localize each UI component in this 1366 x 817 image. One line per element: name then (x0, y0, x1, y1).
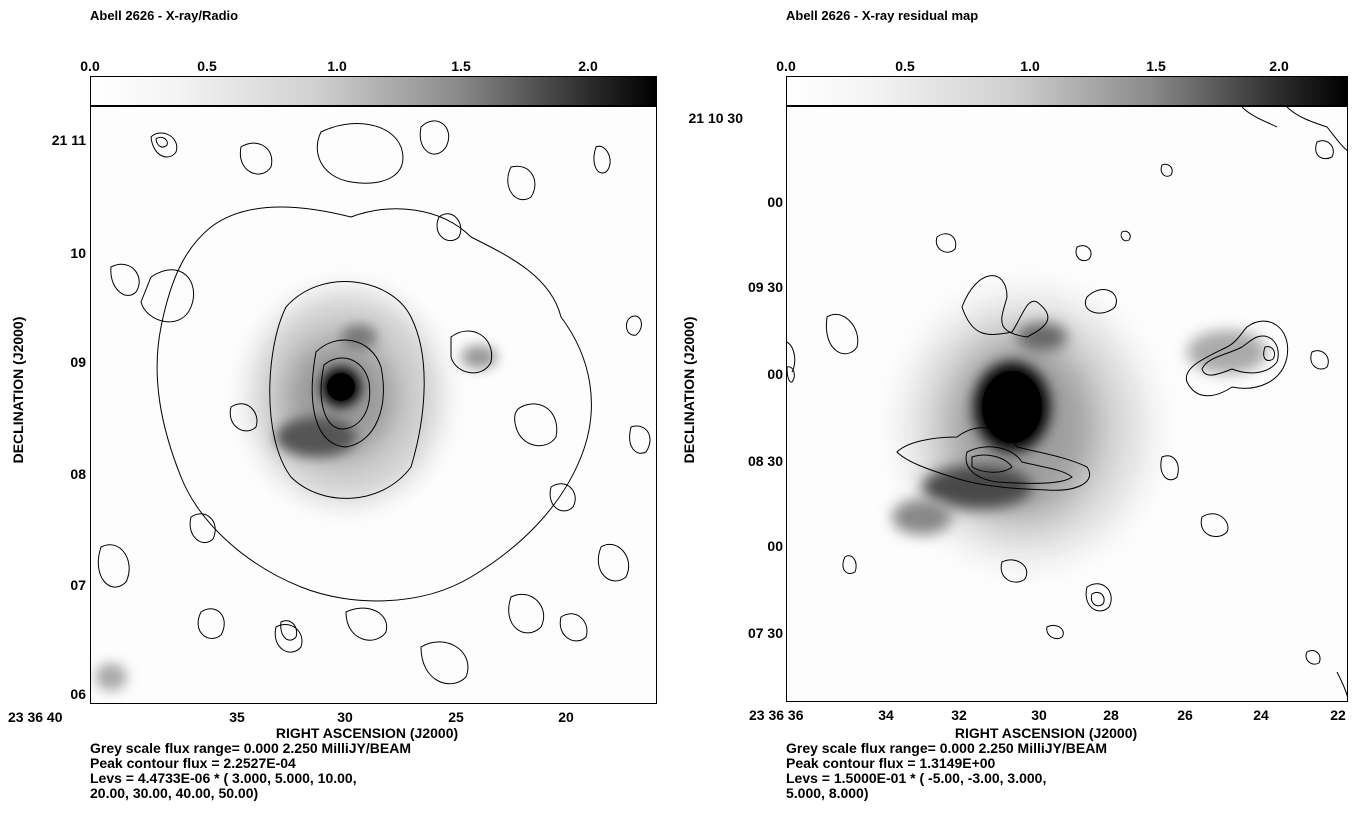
caption-line: 5.000, 8.000) (786, 785, 869, 801)
panel-title: Abell 2626 - X-ray/Radio (90, 8, 239, 23)
colorbar-tick: 0.0 (776, 58, 796, 74)
colorbar-tick: 1.0 (1020, 58, 1040, 74)
x-tick-label: 32 (951, 707, 967, 723)
y-tick-label: 21 11 (51, 132, 86, 148)
panel-xray-radio: Abell 2626 - X-ray/Radio 0.0 0.5 1.0 1.5… (8, 8, 657, 801)
y-tick-label: 06 (70, 686, 86, 702)
x-tick-label: 20 (558, 709, 574, 725)
x-tick-label: 25 (448, 709, 464, 725)
x-tick-label: 35 (229, 709, 245, 725)
y-tick-label: 07 30 (747, 625, 783, 641)
xray-residual-map (786, 106, 1348, 702)
y-tick-label: 21 10 30 (688, 110, 744, 126)
panel-xray-residual: Abell 2626 - X-ray residual map 0.0 0.5 … (681, 0, 1366, 817)
y-axis-label: DECLINATION (J2000) (10, 316, 26, 464)
radio-contours (97, 120, 651, 685)
caption-line: Grey scale flux range= 0.000 2.250 Milli… (786, 740, 1107, 756)
colorbar-tick: 2.0 (1269, 58, 1289, 74)
colorbar-tick: 1.5 (1146, 58, 1166, 74)
x-axis-label: RIGHT ASCENSION (J2000) (275, 725, 459, 741)
x-tick-label: 22 (1330, 707, 1346, 723)
caption-line: Peak contour flux = 1.3149E+00 (786, 755, 996, 771)
xray-radio-map (90, 106, 657, 704)
caption-line: Levs = 4.4733E-06 * ( 3.000, 5.000, 10.0… (90, 770, 357, 786)
x-tick-label: 26 (1177, 707, 1193, 723)
grey-scale-colorbar (786, 76, 1348, 106)
xray-residual-emission (892, 297, 1267, 557)
grey-scale-colorbar (90, 76, 657, 106)
xray-emission (95, 292, 497, 691)
x-tick-label: 23 36 36 (749, 707, 804, 723)
colorbar-tick: 1.5 (451, 58, 471, 74)
x-tick-label: 30 (337, 709, 353, 725)
x-axis-label: RIGHT ASCENSION (J2000) (954, 725, 1138, 741)
y-tick-label: 08 30 (747, 453, 783, 469)
caption-line: Levs = 1.5000E-01 * ( -5.00, -3.00, 3.00… (786, 770, 1047, 786)
x-tick-label: 34 (878, 707, 894, 723)
y-tick-label: 07 (70, 577, 86, 593)
y-axis-label: DECLINATION (J2000) (681, 316, 697, 464)
colorbar-tick: 0.5 (895, 58, 915, 74)
x-tick-label: 28 (1103, 707, 1119, 723)
panel-title: Abell 2626 - X-ray residual map (786, 8, 979, 23)
y-tick-label: 09 30 (747, 279, 783, 295)
caption-line: Grey scale flux range= 0.000 2.250 Milli… (90, 740, 411, 756)
y-tick-label: 00 (767, 538, 783, 554)
y-tick-label: 09 (70, 354, 86, 370)
colorbar-tick: 1.0 (327, 58, 347, 74)
x-tick-label: 24 (1253, 707, 1269, 723)
colorbar-tick: 0.5 (197, 58, 217, 74)
figure-caption: Grey scale flux range= 0.000 2.250 Milli… (90, 741, 411, 801)
x-tick-label: 23 36 40 (8, 709, 63, 725)
y-tick-label: 00 (767, 194, 783, 210)
figure-caption: Grey scale flux range= 0.000 2.250 Milli… (786, 741, 1107, 801)
colorbar-tick: 2.0 (578, 58, 598, 74)
caption-line: 20.00, 30.00, 40.00, 50.00) (90, 785, 259, 801)
caption-line: Peak contour flux = 2.2527E-04 (90, 755, 296, 771)
residual-contours (787, 107, 1347, 697)
y-tick-label: 08 (70, 466, 86, 482)
colorbar-tick: 0.0 (80, 58, 100, 74)
x-tick-label: 30 (1031, 707, 1047, 723)
y-tick-label: 10 (70, 245, 86, 261)
y-tick-label: 00 (767, 366, 783, 382)
